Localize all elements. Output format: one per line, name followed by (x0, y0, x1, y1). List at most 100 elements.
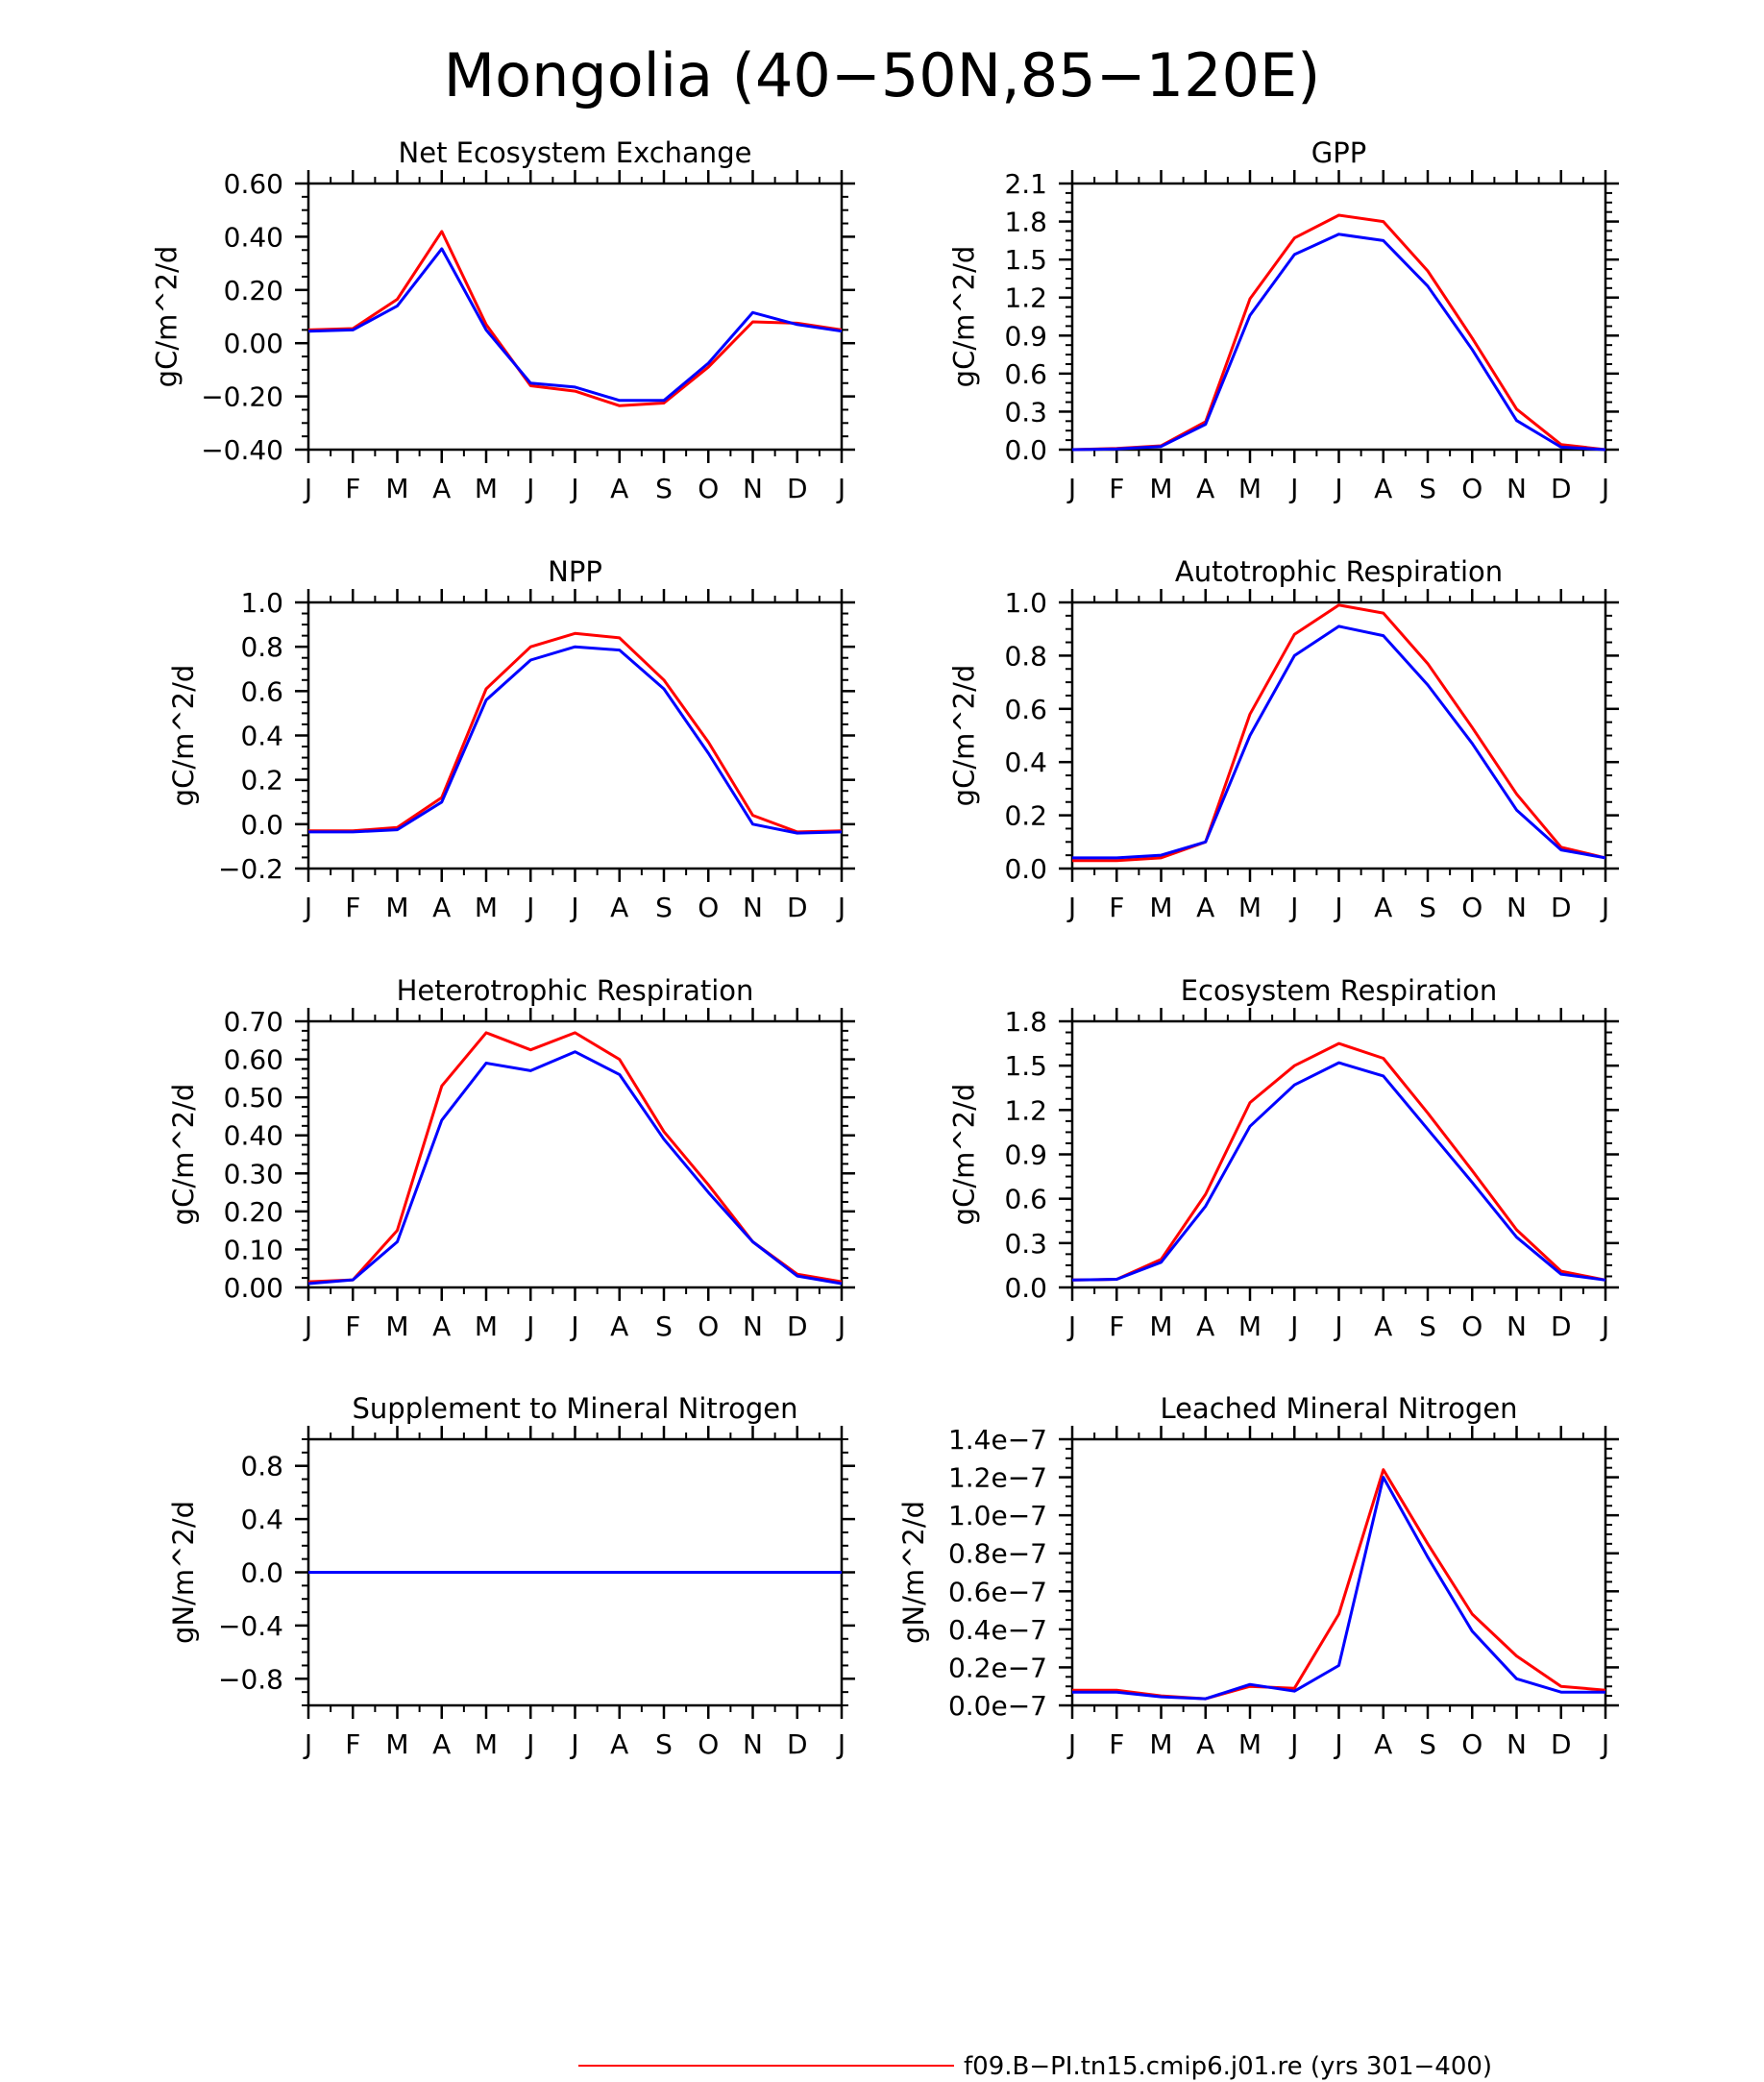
panel-leached-mineral-nitrogen: J F M A M J J A S O N D J1.4e−71.2e−71.0e−70.8e−70.6… (897, 1392, 1619, 1760)
series-line-blue (308, 645, 843, 835)
x-tick-label: N (743, 892, 763, 923)
y-tick-label: 1.0 (1004, 587, 1047, 619)
x-tick-label: M (1149, 892, 1172, 923)
x-tick-label: D (787, 1310, 808, 1342)
x-tick-label: A (1374, 473, 1392, 504)
x-tick-label: J (525, 892, 534, 923)
y-tick-label: 0.6e−7 (948, 1576, 1047, 1607)
x-tick-label: S (655, 1310, 673, 1342)
series-line-blue (1072, 625, 1606, 860)
panel-title: Leached Mineral Nitrogen (1160, 1392, 1517, 1425)
x-tick-label: J (1333, 892, 1342, 923)
x-tick-label: N (743, 1310, 763, 1342)
x-tick-label: D (1551, 1310, 1572, 1342)
plot-frame (1070, 182, 1607, 452)
x-tick-label: N (1507, 892, 1527, 923)
y-tick-label: 1.8 (1004, 207, 1047, 238)
y-tick-label: 0.20 (224, 1196, 283, 1228)
y-tick-label: 0.0 (240, 809, 283, 841)
x-tick-label: M (475, 473, 498, 504)
y-tick-label: 0.60 (224, 168, 283, 200)
y-tick-label: 1.0 (240, 587, 283, 619)
x-tick-label: O (698, 473, 719, 504)
y-tick-label: 0.50 (224, 1082, 283, 1114)
x-tick-label: M (1149, 1310, 1172, 1342)
panel-net-ecosystem-exchange: J F M A M J J A S O N D J0.600.400.200.00−0.20−0.40g… (151, 136, 855, 504)
series-line-red (1071, 1041, 1606, 1282)
y-tick-label: 0.40 (224, 221, 283, 253)
x-tick-label: M (475, 892, 498, 923)
y-tick-label: 0.00 (224, 1272, 283, 1304)
x-tick-label: J (525, 1310, 534, 1342)
x-tick-label: J (1333, 1310, 1342, 1342)
x-tick-label: J (303, 892, 312, 923)
y-tick-label: 0.3 (1004, 396, 1047, 428)
x-tick-label: J (1288, 1310, 1298, 1342)
y-axis-label: gC/m^2/d (948, 246, 981, 388)
y-tick-label: 0.8e−7 (948, 1538, 1047, 1570)
x-tick-label: J (1066, 473, 1076, 504)
y-tick-label: 1.5 (1004, 244, 1047, 276)
y-tick-label: 0.3 (1004, 1228, 1047, 1260)
y-axis-label: gC/m^2/d (948, 1084, 981, 1226)
x-tick-label: A (610, 1310, 628, 1342)
series-line-blue (307, 247, 843, 403)
x-tick-label: S (655, 1728, 673, 1760)
panel-ecosystem-respiration: J F M A M J J A S O N D J1.81.51.20.90.60.30.0gC/m^2… (948, 974, 1619, 1342)
plot-frame (1070, 600, 1607, 870)
x-tick-label: D (787, 473, 808, 504)
y-tick-label: 0.4e−7 (948, 1614, 1047, 1646)
x-tick-label: O (698, 1728, 719, 1760)
x-tick-label: O (1461, 473, 1482, 504)
x-tick-label: J (1288, 1728, 1298, 1760)
x-tick-label: F (1109, 473, 1124, 504)
x-tick-label: M (1149, 1728, 1172, 1760)
x-tick-label: F (345, 1310, 360, 1342)
x-tick-label: M (385, 1310, 408, 1342)
x-tick-label: M (1238, 473, 1262, 504)
panel-title: Ecosystem Respiration (1181, 974, 1498, 1007)
x-tick-label: J (1066, 1310, 1076, 1342)
x-tick-label: M (1238, 1728, 1262, 1760)
y-tick-label: 0.4 (1004, 747, 1047, 778)
panel-title: Supplement to Mineral Nitrogen (353, 1392, 798, 1425)
y-tick-label: 1.5 (1004, 1050, 1047, 1082)
x-tick-label: J (1066, 892, 1076, 923)
y-tick-label: 0.0 (1004, 434, 1047, 466)
panel-title: Net Ecosystem Exchange (399, 136, 752, 169)
x-tick-label: A (432, 1310, 451, 1342)
y-tick-label: 0.4 (240, 721, 283, 752)
y-tick-label: 0.0 (1004, 853, 1047, 885)
y-axis-label: gC/m^2/d (151, 246, 184, 388)
series-line-blue (1072, 1476, 1605, 1701)
x-tick-label: J (569, 1728, 578, 1760)
x-tick-label: J (836, 1728, 845, 1760)
x-tick-label: J (1600, 892, 1609, 923)
x-tick-label: A (432, 1728, 451, 1760)
x-tick-label: A (1196, 1728, 1214, 1760)
y-tick-label: 1.8 (1004, 1006, 1047, 1038)
x-tick-label: J (1288, 473, 1298, 504)
x-tick-label: J (569, 1310, 578, 1342)
y-tick-label: 0.70 (224, 1006, 283, 1038)
panel-title: NPP (548, 555, 602, 588)
series-line-red (307, 1031, 843, 1284)
x-tick-label: F (345, 1728, 360, 1760)
x-tick-label: A (1374, 892, 1392, 923)
x-tick-label: J (1600, 1310, 1609, 1342)
x-tick-label: J (1333, 473, 1342, 504)
y-tick-label: −0.2 (218, 853, 283, 885)
x-tick-label: J (836, 473, 845, 504)
y-tick-label: 0.4 (240, 1504, 283, 1535)
x-tick-label: O (698, 892, 719, 923)
x-tick-label: S (655, 473, 673, 504)
x-tick-label: A (610, 1728, 628, 1760)
x-tick-label: F (1109, 1728, 1124, 1760)
x-tick-label: O (698, 1310, 719, 1342)
y-axis-label: gN/m^2/d (167, 1501, 200, 1644)
x-tick-label: N (1507, 1310, 1527, 1342)
x-tick-label: N (743, 1728, 763, 1760)
x-tick-label: O (1461, 1310, 1482, 1342)
y-tick-label: 1.0e−7 (948, 1500, 1047, 1531)
